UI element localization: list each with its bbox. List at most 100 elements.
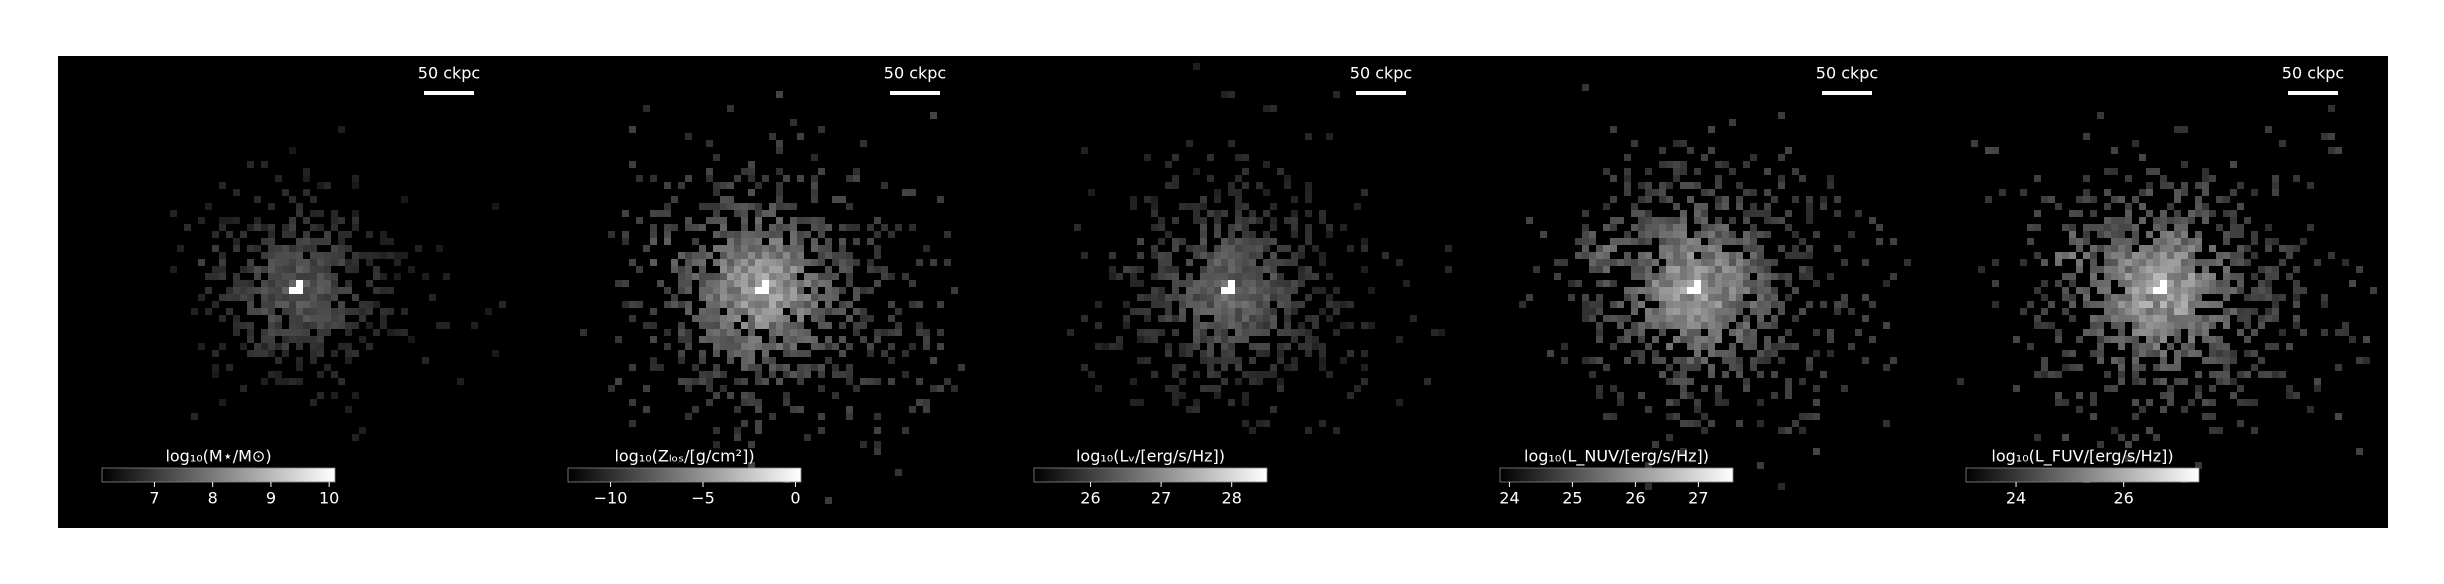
pixel [1645, 182, 1652, 189]
pixel [261, 294, 268, 301]
pixel [1610, 315, 1617, 322]
pixel [2132, 196, 2139, 203]
colorbar-label: log₁₀(L_FUV/[erg/s/Hz]) [1991, 447, 2173, 467]
pixel [1736, 252, 1743, 259]
pixel [1179, 308, 1186, 315]
pixel [1992, 259, 1999, 266]
pixel [776, 231, 783, 238]
pixel [289, 280, 296, 287]
pixel [1207, 350, 1214, 357]
pixel [2265, 371, 2272, 378]
pixel [233, 245, 240, 252]
pixel [2237, 280, 2244, 287]
pixel [1333, 91, 1340, 98]
pixel [769, 231, 776, 238]
pixel [2230, 224, 2237, 231]
pixel [2118, 357, 2125, 364]
pixel [170, 266, 177, 273]
colorbar-tick-label: 24 [2006, 489, 2026, 508]
scale-bar-label: 50 ckpc [2282, 64, 2344, 83]
pixel [2153, 343, 2160, 350]
pixel [1137, 294, 1144, 301]
pixel [622, 238, 629, 245]
pixel [1221, 245, 1228, 252]
pixel [1715, 350, 1722, 357]
pixel [2202, 182, 2209, 189]
pixel [839, 350, 846, 357]
pixel [1603, 315, 1610, 322]
pixel [2342, 322, 2349, 329]
pixel [1067, 329, 1074, 336]
pixel [1757, 462, 1764, 469]
colorbar-tick-label: 9 [266, 489, 276, 508]
pixel [261, 343, 268, 350]
pixel [818, 427, 825, 434]
pixel [1701, 322, 1708, 329]
pixel [748, 175, 755, 182]
pixel [2125, 175, 2132, 182]
pixel [1249, 427, 1256, 434]
pixel [678, 357, 685, 364]
pixel [790, 287, 797, 294]
pixel [1687, 147, 1694, 154]
pixel [1687, 245, 1694, 252]
pixel [783, 273, 790, 280]
pixel [720, 203, 727, 210]
pixel [1750, 210, 1757, 217]
pixel [1256, 371, 1263, 378]
pixel [1722, 280, 1729, 287]
pixel [2139, 329, 2146, 336]
colorbar-tick-label: 28 [1222, 489, 1242, 508]
pixel [2041, 259, 2048, 266]
pixel [212, 231, 219, 238]
pixel [727, 273, 734, 280]
pixel [811, 364, 818, 371]
pixel [1326, 231, 1333, 238]
pixel [790, 245, 797, 252]
pixel [1596, 385, 1603, 392]
pixel [268, 231, 275, 238]
pixel [1270, 252, 1277, 259]
pixel [1708, 343, 1715, 350]
pixel [706, 308, 713, 315]
colorbar-tick-label: 8 [208, 489, 218, 508]
pixel [2111, 308, 2118, 315]
pixel [1186, 203, 1193, 210]
pixel [1715, 231, 1722, 238]
pixel [289, 217, 296, 224]
pixel [2118, 196, 2125, 203]
pixel [1123, 315, 1130, 322]
pixel [289, 322, 296, 329]
pixel [338, 126, 345, 133]
pixel [1340, 301, 1347, 308]
pixel [1701, 266, 1708, 273]
pixel [1764, 322, 1771, 329]
pixel [1305, 182, 1312, 189]
pixel [1298, 245, 1305, 252]
pixel [706, 168, 713, 175]
pixel [1659, 322, 1666, 329]
pixel [825, 238, 832, 245]
pixel [2125, 245, 2132, 252]
pixel [867, 266, 874, 273]
pixel [1305, 231, 1312, 238]
pixel [240, 287, 247, 294]
pixel [1582, 231, 1589, 238]
pixel [748, 259, 755, 266]
pixel [930, 259, 937, 266]
pixel [310, 210, 317, 217]
pixel [2230, 210, 2237, 217]
pixel [499, 301, 506, 308]
pixel [2125, 441, 2132, 448]
pixel [1666, 217, 1673, 224]
pixel [1764, 203, 1771, 210]
pixel [2167, 308, 2174, 315]
pixel [685, 273, 692, 280]
pixel [818, 294, 825, 301]
pixel [324, 294, 331, 301]
pixel [1207, 322, 1214, 329]
pixel [2167, 217, 2174, 224]
pixel [1680, 378, 1687, 385]
pixel [678, 301, 685, 308]
pixel [1687, 420, 1694, 427]
